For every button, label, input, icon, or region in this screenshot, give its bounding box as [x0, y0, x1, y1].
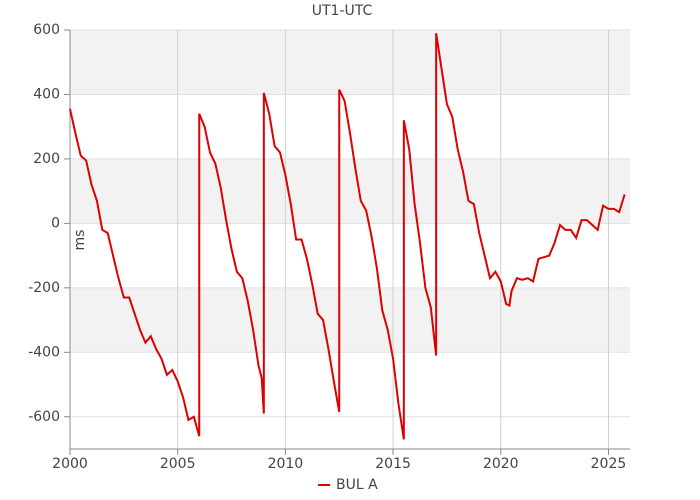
y-tick-label: -200	[28, 280, 60, 296]
y-axis-label: ms	[72, 230, 88, 251]
y-tick-label: 200	[33, 151, 60, 167]
band	[70, 287, 630, 353]
x-tick-label: 2005	[160, 456, 196, 472]
bands	[70, 30, 630, 353]
series-line	[69, 33, 626, 440]
y-tick-label: 400	[33, 86, 60, 102]
x-tick-label: 2015	[375, 456, 411, 472]
y-tick-label: -400	[28, 344, 60, 360]
x-tick-label: 2000	[52, 456, 88, 472]
x-tick-label: 2025	[591, 456, 627, 472]
legend-label: BUL A	[336, 477, 378, 493]
y-tick-label: -600	[28, 409, 60, 425]
band	[70, 158, 630, 224]
y-tick-label: 0	[51, 215, 60, 231]
x-tick-label: 2020	[483, 456, 519, 472]
y-tick-label: 600	[33, 22, 60, 38]
band	[70, 30, 630, 95]
x-tick-label: 2010	[268, 456, 304, 472]
chart-title: UT1-UTC	[312, 3, 373, 19]
